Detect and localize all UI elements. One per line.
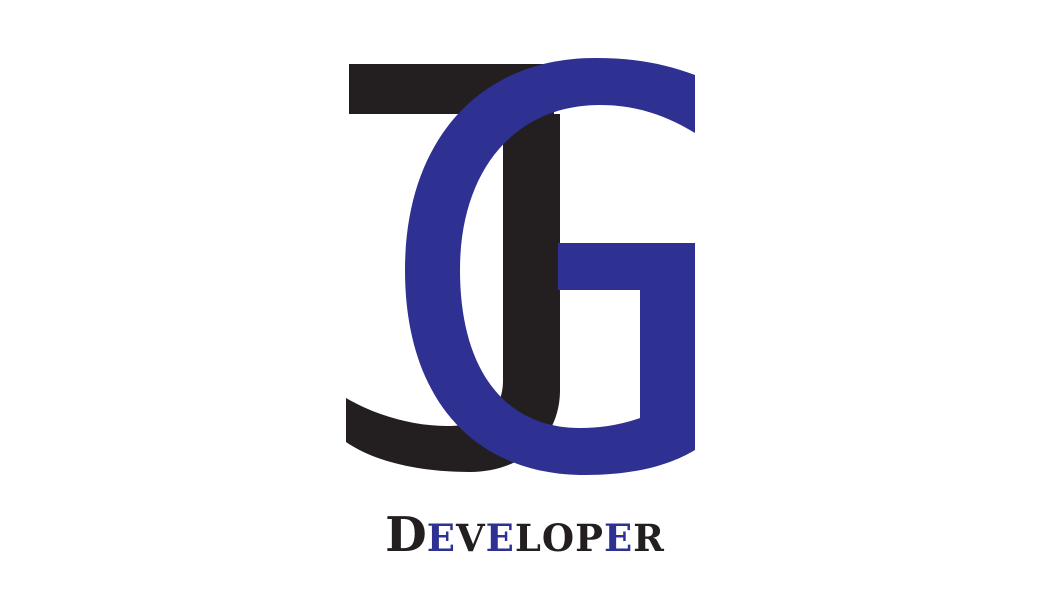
wordmark-letter-d: D	[385, 507, 427, 563]
wordmark-letter-p: P	[575, 516, 604, 560]
wordmark-letter-o: O	[541, 516, 576, 560]
g-letter	[405, 58, 695, 475]
wordmark-letter-v: V	[455, 516, 486, 560]
developer-wordmark: DEVELOPER	[0, 500, 1050, 570]
wordmark-letter-e3: E	[603, 516, 634, 560]
wordmark-letter-e1: E	[426, 516, 456, 560]
wordmark-letter-r: R	[633, 516, 665, 560]
wordmark-letter-e2: E	[485, 516, 515, 560]
wordmark-letter-l: L	[514, 516, 542, 560]
